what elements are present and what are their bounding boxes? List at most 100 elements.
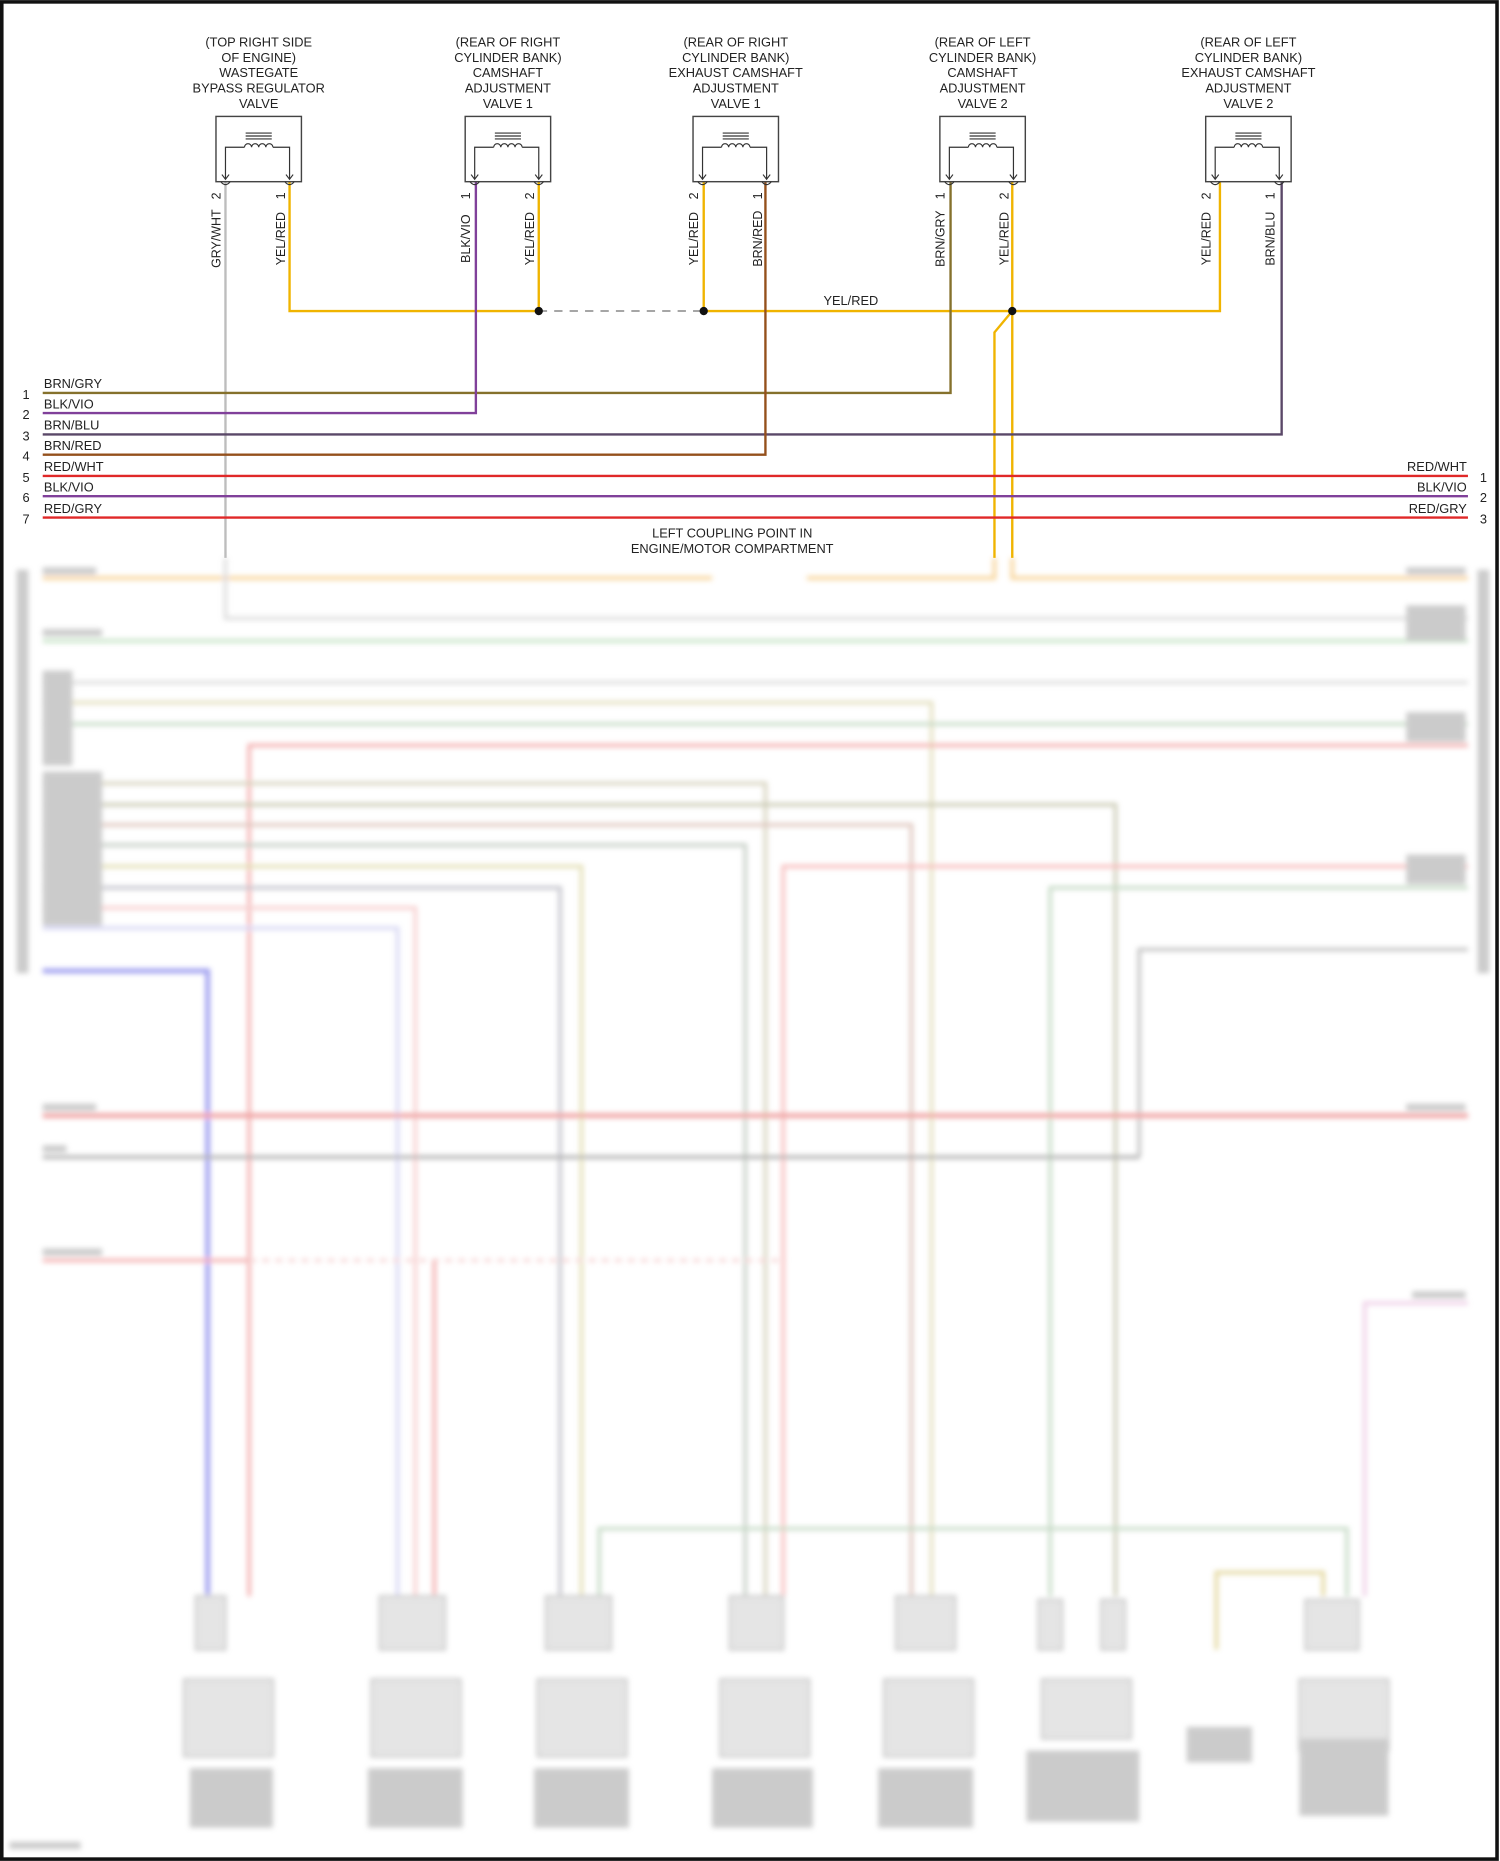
splice-wire-label: YEL/RED bbox=[823, 293, 878, 308]
bus-pin-number-left: 4 bbox=[23, 449, 30, 464]
pin-wire-label: GRY/WHT bbox=[210, 209, 224, 268]
component-label-line: OF ENGINE) bbox=[221, 50, 296, 65]
bus-pin-number-left: 2 bbox=[23, 407, 30, 422]
component-label-line: WASTEGATE bbox=[219, 65, 298, 80]
pin-wire-label: BRN/GRY bbox=[934, 210, 948, 267]
bus-wire-label-left: BRN/GRY bbox=[44, 376, 103, 391]
blurred-lower-section bbox=[9, 557, 1490, 1850]
valve-box bbox=[215, 115, 303, 183]
component-label-line: VALVE bbox=[239, 96, 278, 111]
bus-wire-4 bbox=[42, 181, 767, 456]
bus-wire-label-left: BLK/VIO bbox=[44, 396, 94, 411]
component-label-line: ADJUSTMENT bbox=[465, 81, 551, 96]
valve-box bbox=[464, 115, 552, 183]
pin-number: 1 bbox=[751, 192, 765, 199]
pin-terminal-icon bbox=[284, 181, 295, 186]
pin-terminal-icon bbox=[220, 181, 231, 186]
bus-pin-number-right: 1 bbox=[1480, 470, 1487, 485]
bus-pin-number-left: 5 bbox=[23, 470, 30, 485]
pin-number: 2 bbox=[210, 192, 224, 199]
pin-terminal-icon bbox=[761, 181, 772, 186]
component-label-line: EXHAUST CAMSHAFT bbox=[669, 65, 803, 80]
solenoid-coil-icon bbox=[698, 132, 771, 181]
pin-number: 1 bbox=[459, 192, 473, 199]
pin-wire-label: YEL/RED bbox=[1199, 212, 1213, 265]
pin-terminal-icon bbox=[1274, 181, 1285, 186]
pin-number: 2 bbox=[998, 192, 1012, 199]
bus-wire-1 bbox=[42, 181, 952, 395]
pin-number: 2 bbox=[687, 192, 701, 199]
pin-terminal-icon bbox=[697, 181, 708, 186]
solenoid-coil-icon bbox=[221, 132, 294, 181]
pin-wire-label: BLK/VIO bbox=[459, 214, 473, 263]
bus-pin-number-left: 6 bbox=[23, 490, 30, 505]
component-label-line: VALVE 2 bbox=[1223, 96, 1273, 111]
bus-pin-number-left: 1 bbox=[23, 387, 30, 402]
bus-pin-number-left: 3 bbox=[23, 428, 30, 443]
component-label-line: CYLINDER BANK) bbox=[929, 50, 1036, 65]
wire-yel-red bbox=[288, 181, 540, 313]
component-label-line: EXHAUST CAMSHAFT bbox=[1181, 65, 1315, 80]
bus-wire-label-right: RED/GRY bbox=[1409, 501, 1468, 516]
solenoid-coil-icon bbox=[1211, 132, 1284, 181]
component-label-line: (REAR OF LEFT bbox=[1200, 34, 1296, 49]
component-label-line: VALVE 2 bbox=[958, 96, 1008, 111]
bus-wire-label-right: BLK/VIO bbox=[1417, 479, 1467, 494]
pin-terminal-icon bbox=[1209, 181, 1221, 186]
valve-box bbox=[939, 115, 1027, 183]
valve-box bbox=[1204, 115, 1292, 183]
bus-pin-number-left: 7 bbox=[23, 511, 30, 526]
pin-number: 1 bbox=[934, 192, 948, 199]
component-label-line: VALVE 1 bbox=[483, 96, 533, 111]
bus-wire-label-left: RED/GRY bbox=[44, 501, 103, 516]
component-label-line: CYLINDER BANK) bbox=[682, 50, 789, 65]
bus-wire-3 bbox=[42, 181, 1283, 436]
component-label-line: VALVE 1 bbox=[711, 96, 761, 111]
coupling-label-line-2: ENGINE/MOTOR COMPARTMENT bbox=[631, 541, 834, 556]
pin-terminal-icon bbox=[1008, 181, 1019, 186]
pin-terminal-icon bbox=[944, 181, 955, 186]
component-label-line: ADJUSTMENT bbox=[1205, 81, 1291, 96]
bus-wire-2 bbox=[42, 181, 478, 415]
splice-points bbox=[534, 306, 1017, 316]
splice-dot bbox=[1008, 306, 1017, 316]
pin-terminal-icon bbox=[469, 181, 480, 186]
pin-number: 2 bbox=[523, 192, 537, 199]
pin-terminal-icon bbox=[533, 181, 544, 186]
component-label-line: ADJUSTMENT bbox=[940, 81, 1026, 96]
bus-pin-number-right: 2 bbox=[1480, 490, 1487, 505]
component-label-line: CYLINDER BANK) bbox=[1195, 50, 1302, 65]
pin-number: 1 bbox=[1264, 192, 1278, 199]
wires bbox=[42, 181, 1468, 558]
bus-wire-label-right: RED/WHT bbox=[1407, 459, 1467, 474]
component-label-line: (REAR OF LEFT bbox=[935, 34, 1031, 49]
valve-box bbox=[692, 115, 780, 183]
component-label-line: CYLINDER BANK) bbox=[454, 50, 561, 65]
solenoid-coil-icon bbox=[945, 132, 1018, 181]
bus-wire-label-left: BRN/BLU bbox=[44, 418, 99, 433]
component-label-line: (TOP RIGHT SIDE bbox=[205, 34, 312, 49]
pin-wire-label: YEL/RED bbox=[523, 212, 537, 265]
pin-wire-label: BRN/RED bbox=[751, 211, 765, 267]
component-label-line: ADJUSTMENT bbox=[693, 81, 779, 96]
pin-wire-label: BRN/BLU bbox=[1264, 212, 1278, 266]
solenoid-coil-icon bbox=[470, 132, 543, 181]
pin-wire-label: YEL/RED bbox=[998, 212, 1012, 265]
component-label-line: CAMSHAFT bbox=[947, 65, 1018, 80]
bus-wire-label-left: BRN/RED bbox=[44, 438, 102, 453]
pin-wire-label: YEL/RED bbox=[274, 212, 288, 265]
component-label-line: (REAR OF RIGHT bbox=[684, 34, 789, 49]
bus-wire-label-left: BLK/VIO bbox=[44, 479, 94, 494]
component-label-line: (REAR OF RIGHT bbox=[456, 34, 561, 49]
pin-number: 2 bbox=[1199, 192, 1213, 199]
splice-dot bbox=[699, 306, 708, 316]
splice-dot bbox=[534, 306, 543, 316]
bus-wire-label-left: RED/WHT bbox=[44, 459, 104, 474]
pin-wire-label: YEL/RED bbox=[687, 212, 701, 265]
